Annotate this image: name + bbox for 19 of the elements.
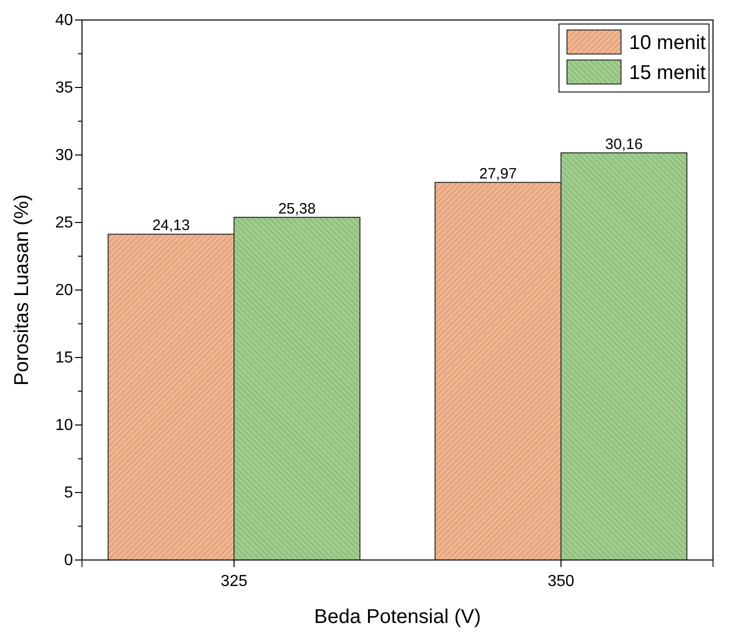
y-tick-label: 0 — [64, 552, 74, 570]
x-axis-title: Beda Potensial (V) — [314, 606, 481, 628]
y-tick-label: 30 — [55, 147, 74, 164]
data-label: 24,13 — [152, 217, 190, 234]
data-label: 30,16 — [605, 136, 643, 153]
x-tick-label: 350 — [548, 573, 574, 590]
y-tick-label: 35 — [55, 80, 74, 97]
y-tick-label: 25 — [55, 214, 74, 232]
legend-label: 15 menit — [629, 62, 706, 84]
x-tick-label: 325 — [220, 573, 248, 590]
y-tick-label: 20 — [55, 282, 74, 300]
data-label: 25,38 — [278, 200, 316, 218]
data-label: 27,97 — [479, 165, 517, 182]
y-tick-label: 10 — [55, 417, 74, 434]
y-tick-label: 15 — [55, 350, 74, 367]
legend-label: 10 menit — [629, 32, 706, 54]
y-tick-label: 5 — [64, 484, 74, 502]
y-tick-label: 40 — [55, 12, 74, 30]
y-axis-title: Porositas Luasan (%) — [11, 194, 33, 386]
